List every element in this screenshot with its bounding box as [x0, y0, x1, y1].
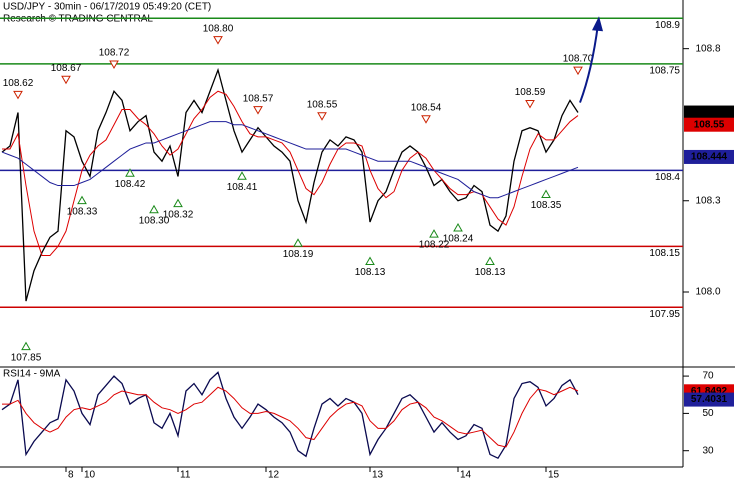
panel-title: RSI14 - 9MA [3, 369, 61, 380]
x-tick-label: 13 [372, 470, 384, 480]
pivot-label: 108.80 [203, 23, 234, 34]
y-tick-label: 30 [702, 445, 714, 456]
pivot-label: 108.72 [99, 48, 130, 59]
pivot-label: 108.41 [227, 182, 258, 193]
pivot-low-marker [453, 222, 463, 232]
series-line [2, 386, 579, 448]
level-label: 107.95 [649, 309, 680, 320]
pivot-low-marker [237, 171, 247, 180]
pivot-label: 108.67 [51, 63, 82, 74]
level-label: 108.4 [655, 172, 680, 183]
pivot-low-marker [149, 204, 159, 214]
pivot-label: 108.13 [355, 267, 386, 278]
pivot-label: 108.33 [67, 206, 98, 217]
y-tick-label: 108.0 [695, 287, 720, 298]
pivot-low-marker [173, 198, 183, 208]
pivot-low-marker [77, 195, 87, 205]
value-box-label: 108.59 [694, 107, 725, 118]
value-box [684, 105, 734, 120]
pivot-high-marker [109, 60, 119, 70]
pivot-high-marker [213, 36, 223, 45]
y-tick-label: 108.8 [695, 43, 720, 54]
pivot-low-marker [485, 256, 495, 265]
pivot-low-marker [21, 341, 31, 351]
pivot-high-marker [317, 112, 327, 121]
pivot-label: 108.24 [443, 234, 474, 245]
pivot-label: 108.57 [243, 93, 274, 104]
pivot-high-marker [525, 100, 535, 109]
value-box-label: 57.4031 [691, 394, 728, 405]
level-label: 108.75 [649, 66, 680, 77]
value-box-label: 108.55 [694, 119, 725, 130]
level-label: 108.9 [655, 20, 680, 31]
projection-arrowhead [592, 16, 603, 32]
pivot-label: 108.22 [419, 240, 450, 251]
x-tick-label: 10 [84, 470, 96, 480]
pivot-label: 108.13 [475, 267, 506, 278]
series-line [1, 371, 579, 459]
pivot-label: 108.32 [163, 209, 194, 220]
pivot-label: 108.55 [307, 99, 338, 110]
value-box-label: 108.444 [691, 152, 728, 163]
x-tick-label: 12 [268, 470, 280, 480]
level-label: 108.15 [649, 248, 680, 259]
pivot-high-marker [421, 115, 431, 124]
x-tick-label: 14 [460, 470, 472, 480]
y-tick-label: 50 [702, 408, 714, 419]
value-box [684, 117, 734, 132]
pivot-label: 108.62 [3, 78, 34, 89]
x-tick-label: 15 [548, 470, 560, 480]
pivot-label: 108.59 [515, 87, 546, 98]
pivot-low-marker [541, 189, 551, 199]
pivot-label: 108.42 [115, 179, 146, 190]
pivot-label: 108.54 [411, 102, 442, 113]
value-box [684, 149, 734, 164]
pivot-label: 108.70 [563, 54, 594, 65]
pivot-high-marker [61, 75, 71, 85]
pivot-high-marker [13, 90, 23, 100]
pivot-low-marker [365, 256, 375, 265]
pivot-low-marker [429, 229, 439, 238]
x-tick-label: 8 [68, 470, 74, 480]
value-box-label: 61.8492 [691, 386, 728, 397]
series-line [1, 121, 579, 199]
pivot-label: 108.30 [139, 215, 170, 226]
y-tick-label: 108.3 [695, 195, 720, 206]
pivot-low-marker [125, 168, 135, 177]
value-box [684, 392, 734, 407]
projection-arrow [579, 24, 599, 103]
pivot-label: 108.35 [531, 200, 562, 211]
chart-subtitle: Research © TRADING CENTRAL [3, 14, 153, 25]
pivot-high-marker [573, 66, 583, 76]
chart-title: USD/JPY - 30min - 06/17/2019 05:49:20 (C… [3, 2, 211, 13]
y-tick-label: 70 [702, 371, 714, 382]
series-line [1, 67, 579, 302]
pivot-low-marker [293, 238, 303, 247]
x-tick-label: 11 [180, 470, 191, 480]
pivot-label: 107.85 [11, 352, 42, 363]
pivot-label: 108.19 [283, 249, 314, 260]
pivot-high-marker [253, 106, 263, 115]
